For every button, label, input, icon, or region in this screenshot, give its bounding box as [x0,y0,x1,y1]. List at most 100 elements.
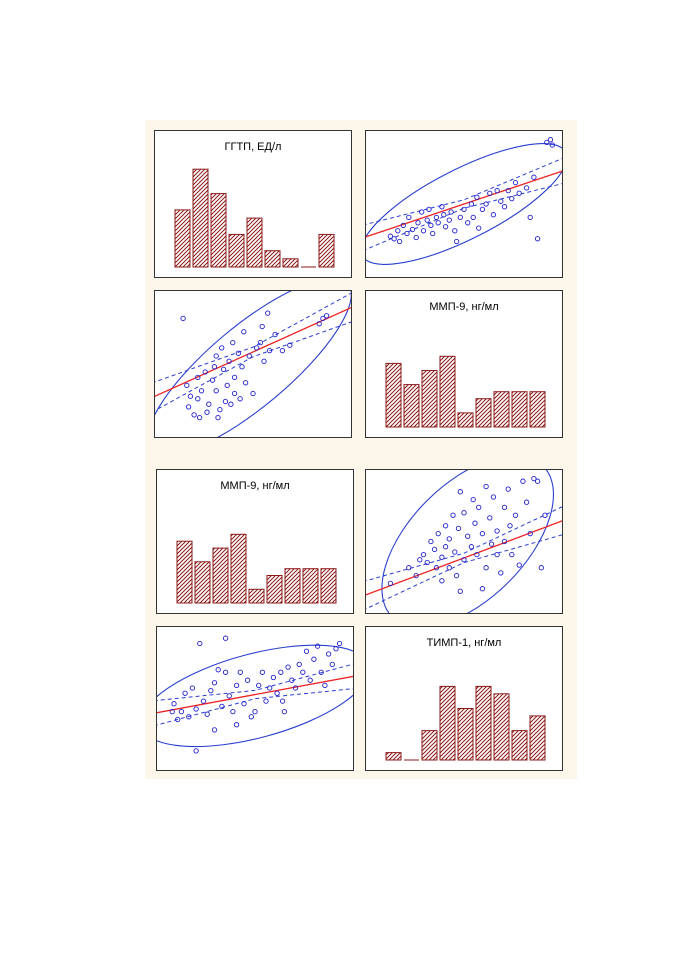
scatter-point [336,640,343,647]
scatter-point [189,685,196,691]
histogram-bar [282,258,299,268]
scatter-point [185,404,192,410]
scatter-point [391,236,397,242]
scatter-point [233,682,240,689]
scatter-point [303,648,310,654]
scatter-point [267,685,273,691]
scatter-point [220,366,227,373]
scatter-point [195,396,201,402]
scatter-point [241,701,247,707]
histogram-title: ТИМП-1, нг/мл [426,637,502,649]
scatter-point [278,669,284,675]
scatter-point [544,139,550,146]
scatter-timp1-mmp9 [157,635,353,754]
scatter-point [442,544,449,550]
scatter-point [490,212,497,218]
scatter-point [197,640,203,647]
scatter-point [404,230,410,237]
scatter-point [413,234,419,241]
scatter-point [316,321,322,327]
confidence-band-lower [155,321,351,412]
histogram-bar [264,250,281,268]
scatter-point [235,350,241,356]
scatter-point [311,656,317,662]
scatter-point [263,698,269,704]
scatter-point [265,310,271,316]
scatter-point [446,217,452,223]
scatter-point [195,374,201,381]
scatter-point [439,578,445,584]
scatter-point [516,562,522,568]
scatter-point [400,222,406,229]
scatter-point [424,559,430,566]
histogram-bar [284,568,301,604]
scatter-point [228,401,234,407]
scatter-point [409,226,416,233]
scatter-point [266,347,273,354]
scatter-point [198,388,205,394]
scatter-point [242,380,249,386]
scatter-point [479,586,486,592]
scatter-point [257,339,264,346]
scatter-point [211,727,218,733]
scatter-point [450,512,456,518]
scatter-point [419,209,425,215]
scatter-point [318,669,324,675]
histogram-bar [228,233,245,268]
scatter-point [439,204,445,210]
scatter-point [516,190,522,196]
panel-mid-right: ММП-9, нг/мл [365,290,563,438]
scatter-point [285,664,291,670]
histogram-bar [194,561,211,604]
histogram-bar [493,391,510,428]
scatter-point [274,690,280,696]
scatter-point [209,377,216,383]
scatter-point [501,204,508,210]
panel-top-left: ГГТП, ЕД/л [154,130,352,278]
panel-bottom-lower-right: ТИМП-1, нг/мл [365,626,563,771]
confidence-ellipse [157,644,353,748]
confidence-band-upper [366,506,562,582]
scatter-point [256,682,262,689]
scatter-point [241,329,247,335]
scatter-point [468,201,475,207]
scatter-point [213,388,219,394]
scatter-point [215,414,221,421]
scatter-point [204,409,210,415]
scatter-point [222,398,229,405]
scatter-point [501,538,508,545]
scatter-point [213,353,219,359]
scatter-point [323,313,330,319]
scatter-point [509,551,515,558]
scatter-point [219,345,225,351]
scatter-point [169,708,175,715]
scatter-point [270,674,277,681]
scatter-ggtp-mmp9 [366,137,562,265]
histogram-bar [212,547,229,604]
scatter-point [442,224,449,230]
scatter-point [333,646,339,652]
scatter-point [244,677,251,683]
scatter-point [387,580,394,587]
histogram-bar [266,575,283,604]
scatter-point [430,230,436,237]
histogram-bar [529,715,546,761]
histogram-bar [192,168,209,268]
scatter-point [420,551,427,558]
scatter-point [479,530,486,537]
scatter-point [531,475,537,482]
scatter-point [281,708,288,715]
confidence-ellipse [381,470,554,613]
scatter-point [498,570,504,576]
scatter-point [426,206,432,213]
scatter-point [246,353,252,359]
scatter-point [415,220,421,226]
scatter-point [468,544,475,550]
histogram-bar [210,193,227,268]
scatter-point [498,198,504,204]
scatter-point [224,382,230,389]
scatter-point [433,214,440,221]
scatter-point [461,206,467,213]
scatter-point [479,206,486,213]
scatter-point [470,496,476,503]
